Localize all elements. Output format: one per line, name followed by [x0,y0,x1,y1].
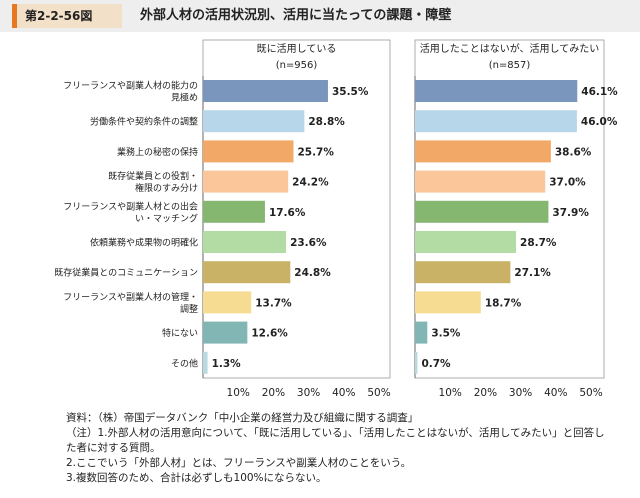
figure-title: 外部人材の活用状況別、活用に当たっての課題・障壁 [140,8,452,23]
category-label: 依頼業務や成果物の明確化 [90,237,198,249]
data-label: 35.5% [332,86,369,98]
category-label: 調整 [180,303,198,315]
x-tick-label: 10% [227,387,250,399]
bar [415,261,511,284]
bar [203,140,294,163]
bar [203,200,265,223]
category-label: 既存従業員とのコミュニケーション [54,267,198,279]
x-tick-label: 30% [297,387,320,399]
data-label: 13.7% [255,297,292,309]
data-label: 3.5% [431,328,461,340]
note-1-cont: た者に対する質問。 [66,442,161,454]
data-label: 24.8% [294,267,331,279]
data-label: 46.1% [581,86,618,98]
bar [415,351,418,374]
data-label: 1.3% [212,358,242,370]
category-label: い・マッチング [135,212,198,224]
category-label: 特にない [162,327,198,339]
x-tick-label: 50% [367,387,390,399]
bar [415,110,577,133]
category-label: その他 [171,357,198,369]
note-2: 2.ここでいう「外部人材」とは、フリーランスや副業人材のことをいう。 [66,457,412,469]
x-tick-label: 30% [509,387,532,399]
category-label: 労働条件や契約条件の調整 [90,116,198,128]
bar [203,351,208,374]
data-label: 37.9% [552,207,589,219]
x-tick-label: 50% [579,387,602,399]
category-label: 権限のすみ分け [135,182,198,194]
data-label: 28.8% [308,116,345,128]
bar [203,291,252,314]
bar-chart: 既に活用している (n=956) 活用したことはないが、活用してみたい (n=857)… [54,39,618,399]
x-tick-label: 40% [332,387,355,399]
bar [415,291,481,314]
category-label: フリーランスや副業人材の管理・ [63,291,198,303]
category-label: 既存従業員との役割・ [108,170,198,182]
data-label: 12.6% [251,328,288,340]
bar [203,110,305,133]
bar [203,170,289,193]
note-source: 資料：（株）帝国データバンク「中小企業の経営力及び組織に関する調査」 [66,412,419,424]
data-label: 0.7% [421,358,451,370]
x-tick-label: 20% [262,387,285,399]
bar [415,321,428,344]
bar [203,231,287,253]
data-label: 37.0% [549,177,586,189]
figure-number: 第2-2-56図 [12,4,122,28]
x-tick-label: 20% [474,387,497,399]
series-name-1: 既に活用している [257,43,337,55]
data-label: 25.7% [297,146,334,158]
bar [415,140,551,163]
bar [415,170,546,193]
bar [203,80,328,102]
data-label: 23.6% [290,237,327,249]
category-label: 業務上の秘密の保持 [117,146,198,158]
data-label: 28.7% [520,237,557,249]
x-tick-label: 10% [439,387,462,399]
series-n-2: (n=857) [489,60,531,71]
data-label: 46.0% [581,116,618,128]
figure-header: 第2-2-56図 外部人材の活用状況別、活用に当たっての課題・障壁 [0,0,640,32]
bar [203,261,291,284]
data-label: 17.6% [269,207,306,219]
x-tick-label: 40% [544,387,567,399]
series-name-2: 活用したことはないが、活用してみたい [420,42,600,55]
series-n-1: (n=956) [276,60,318,71]
data-label: 38.6% [555,146,592,158]
bar [415,80,578,102]
bar [203,321,248,344]
note-1: （注）1.外部人材の活用意向について、「既に活用している」、「活用したことはない… [66,427,605,439]
data-label: 18.7% [485,297,522,309]
category-label: 見極め [171,92,198,104]
data-label: 24.2% [292,177,329,189]
category-label: フリーランスや副業人材との出会 [63,200,198,212]
data-label: 27.1% [514,267,551,279]
bar [415,200,549,223]
bar [415,231,517,253]
notes: 資料：（株）帝国データバンク「中小企業の経営力及び組織に関する調査」 （注）1.… [66,411,636,486]
note-3: 3.複数回答のため、合計は必ずしも100%にならない。 [66,472,327,484]
category-label: フリーランスや副業人材の能力の [63,80,198,92]
